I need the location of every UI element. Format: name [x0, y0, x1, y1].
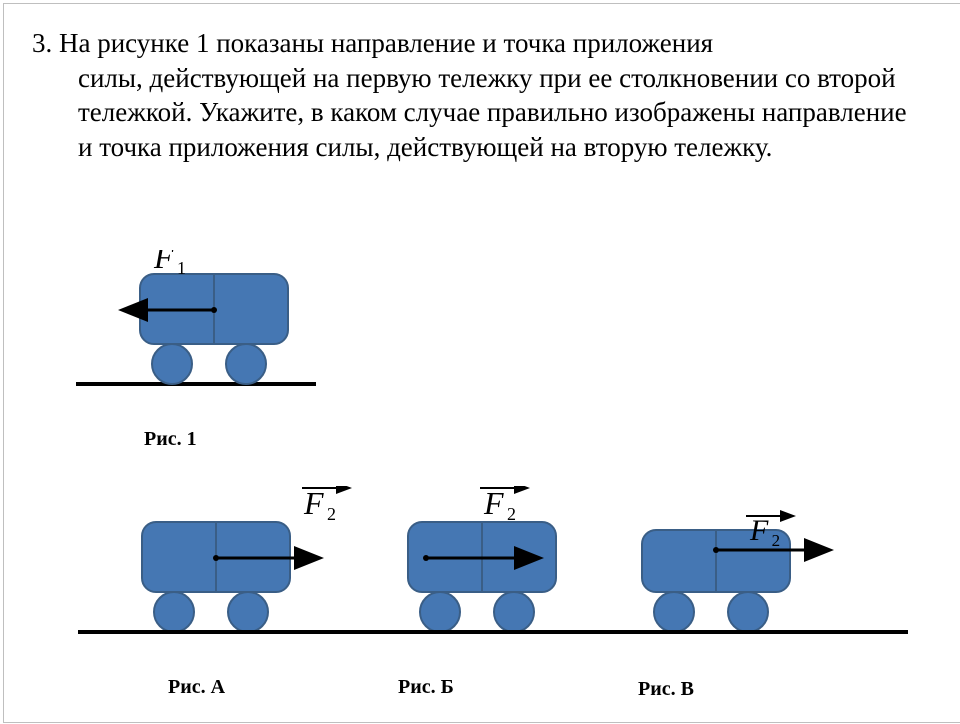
- svg-text:2: 2: [507, 504, 516, 524]
- page: 3. На рисунке 1 показаны направление и т…: [3, 3, 960, 723]
- caption-fig-a: Рис. А: [168, 676, 225, 699]
- svg-text:2: 2: [772, 531, 781, 550]
- svg-text:F: F: [749, 514, 769, 547]
- svg-text:1: 1: [177, 258, 186, 278]
- svg-text:2: 2: [327, 504, 336, 524]
- figure-a: F2: [124, 486, 384, 666]
- question-first-line: 3. На рисунке 1 показаны направление и т…: [32, 28, 713, 58]
- caption-fig-1: Рис. 1: [144, 428, 197, 451]
- question-rest: силы, действующей на первую тележку при …: [32, 61, 922, 165]
- caption-fig-c: Рис. В: [638, 678, 694, 701]
- figure-1: F1: [66, 250, 326, 420]
- figure-c: F2: [624, 494, 884, 666]
- caption-fig-b: Рис. Б: [398, 676, 454, 699]
- svg-text:F: F: [303, 486, 324, 521]
- question-text: 3. На рисунке 1 показаны направление и т…: [32, 26, 922, 164]
- svg-text:F: F: [153, 250, 174, 275]
- figure-b: F2: [390, 486, 620, 666]
- svg-text:F: F: [483, 486, 504, 521]
